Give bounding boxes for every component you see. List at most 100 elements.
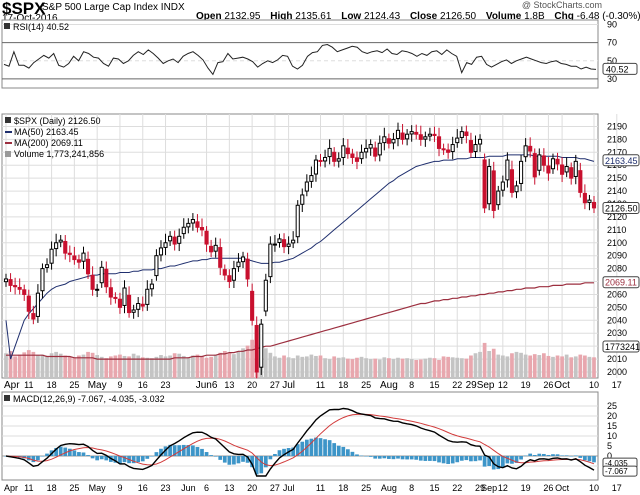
rsi-tick-label: 50 [607,56,617,66]
macd-histogram-bar [172,445,177,456]
candle-body [391,138,396,144]
candle-body [72,255,77,261]
volume-last-badge [602,340,640,353]
volume-bar [136,355,141,378]
ma200-last-badge [602,276,640,289]
candle-body [236,261,241,268]
volume-bar [86,351,90,378]
volume-bar [241,348,245,378]
candle-body [537,154,542,171]
candle-body [318,159,323,162]
candle-body [204,230,209,245]
volume-bar [587,356,592,378]
volume-bar [519,352,523,378]
candle-body [158,247,164,256]
volume-legend-swatch [5,151,11,157]
macd-histogram-bar [359,455,364,457]
macd-histogram-bar [555,454,560,456]
macd-histogram-bar [551,454,555,456]
candle-body [40,268,45,292]
high-label: High [270,11,293,22]
price-x-tick-label: 15 [429,380,439,390]
volume-bar [541,353,546,378]
volume-bar [177,353,182,378]
candle-body [477,138,483,145]
candle-body [190,219,195,224]
macd-x-tick-label: 15 [429,483,439,493]
volume-bar [273,356,277,378]
volume-bar [209,356,213,378]
candle-body [496,190,501,206]
volume-bar [99,356,104,378]
rsi-line [3,43,597,76]
macd-histogram-bar [414,456,419,460]
volume-bar [218,352,223,378]
volume-bar [145,357,150,378]
candle-body [364,147,369,153]
price-x-tick-label: 13 [224,380,234,390]
close-value: 2126.50 [439,11,477,22]
volume-bar [482,342,487,378]
candle-body [44,264,50,268]
volume-bar [405,358,409,378]
chg-value: -6.48 (-0.30%) [576,11,640,22]
macd-tick-label: 0 [607,451,612,461]
candle-body [277,238,282,244]
candle-body [423,136,428,140]
macd-x-tick-label: 18 [338,483,348,493]
macd-line [5,407,595,477]
open-label: Open [196,11,222,22]
macd-histogram-bar [336,445,341,456]
candle-body [409,131,414,135]
candle-body [13,285,18,288]
volume-bar [63,355,68,378]
macd-histogram-bar [204,452,209,456]
volume-bar [77,355,81,378]
macd-histogram-bar [149,456,154,457]
volume-bar [359,356,364,378]
macd-histogram-bar [131,456,136,464]
macd-histogram-bar [537,453,542,456]
macd-histogram-bar [191,445,195,456]
macd-histogram-bar [441,456,446,464]
candle-body [519,160,524,184]
candle-body [400,132,405,140]
volume-bar [537,355,542,378]
macd-histogram-bar [532,455,537,456]
volume-bar [67,356,72,378]
macd-x-tick-label: May [89,483,107,493]
volume-bar [227,352,232,378]
price-x-tick-label: 20 [247,380,257,390]
macd-x-tick-label: 22 [452,483,462,493]
candle-body [22,289,27,295]
candle-body [54,242,59,250]
macd-x-tick-label: 19 [521,483,531,493]
macd-histogram-bar [99,456,104,460]
candle-body [291,239,296,244]
macd-histogram-bar [54,447,59,456]
candle-body [509,169,515,193]
volume-bar [58,353,63,378]
macd-x-tick-label: 17 [612,483,622,493]
candle-body [345,147,350,155]
macd-signal-value: -4.035 [605,459,628,468]
macd-x-tick-label: Sep [481,483,497,493]
price-x-tick-label: May [88,380,107,391]
chg-label: Chg [554,11,574,22]
volume-bar [532,354,537,378]
candle-body [327,147,332,158]
price-x-tick-label: 19 [521,380,531,390]
candle-body [546,165,551,174]
price-x-tick-label: 17 [612,380,622,390]
volume-bar [36,355,40,378]
macd-histogram-bar [564,455,569,456]
volume-bar [450,357,455,378]
macd-histogram-bar [368,456,373,457]
price-x-tick-label: 8 [409,380,414,390]
macd-histogram-bar [236,456,241,464]
macd-legend-swatch [4,395,10,401]
candle-body [304,181,309,192]
volume-label: Volume [485,11,522,22]
candle-body [195,221,200,228]
macd-histogram-bar [90,456,95,459]
